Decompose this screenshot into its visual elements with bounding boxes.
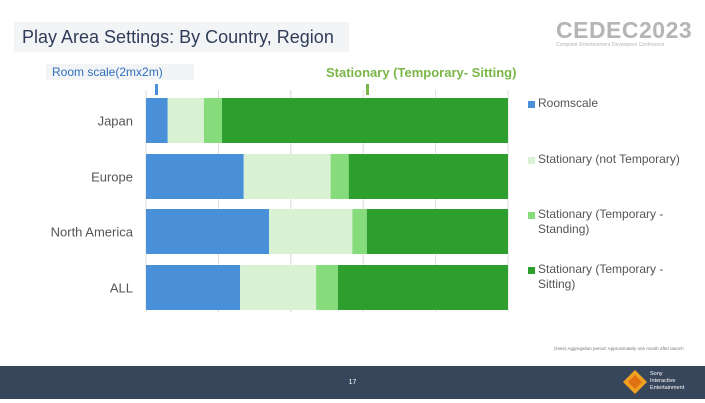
page-number: 17 <box>348 379 357 386</box>
legend-swatch <box>528 212 535 219</box>
sitting-annotation: Stationary (Temporary- Sitting) <box>326 65 517 80</box>
bar-segment <box>316 265 338 310</box>
bar-segment <box>146 98 168 143</box>
category-label: Japan <box>98 114 133 129</box>
bar-segment <box>146 209 270 254</box>
footnote: (Note) Aggregation period: Approximately… <box>554 346 684 351</box>
stacked-bar-chart: Japan Europe North America ALL <box>51 90 509 312</box>
sie-logo-icon <box>623 370 647 394</box>
legend-swatch <box>528 267 535 274</box>
sie-wordmark: Sony Interactive Entertainment <box>650 371 684 392</box>
legend-label: Stationary (Temporary - Sitting) <box>538 262 664 291</box>
bar-segment <box>167 98 204 143</box>
sie-word: Sony <box>650 371 663 377</box>
bar-segment <box>203 98 223 143</box>
category-label: ALL <box>110 281 133 296</box>
sie-word: Entertainment <box>650 385 685 391</box>
sie-word: Interactive <box>650 378 676 384</box>
bar-segment <box>146 154 244 199</box>
sitting-marker <box>366 84 369 95</box>
bar-segment <box>330 154 349 199</box>
roomscale-marker <box>155 84 158 95</box>
bar-segment <box>240 265 317 310</box>
roomscale-annotation: Room scale(2mx2m) <box>46 64 194 80</box>
bar-segment <box>222 98 508 143</box>
bar-segment <box>243 154 331 199</box>
bar-segment <box>337 265 508 310</box>
bar-segment <box>352 209 367 254</box>
bar-segment <box>366 209 508 254</box>
legend-swatch <box>528 157 535 164</box>
bar-segment <box>348 154 508 199</box>
footer-bar: 17 Sony Interactive Entertainment <box>0 366 705 399</box>
legend-label: Stationary (not Temporary) <box>538 152 680 166</box>
legend-label: Stationary (Temporary - Standing) <box>538 207 664 236</box>
category-label: Europe <box>91 170 133 185</box>
bar-segment <box>269 209 353 254</box>
slide-title: Play Area Settings: By Country, Region <box>14 22 349 52</box>
bar-segment <box>146 265 241 310</box>
category-label: North America <box>51 225 134 240</box>
legend-swatch <box>528 101 535 108</box>
logo-subtitle: Computer Entertainment Developers Confer… <box>556 42 665 48</box>
legend-label: Roomscale <box>538 96 599 110</box>
